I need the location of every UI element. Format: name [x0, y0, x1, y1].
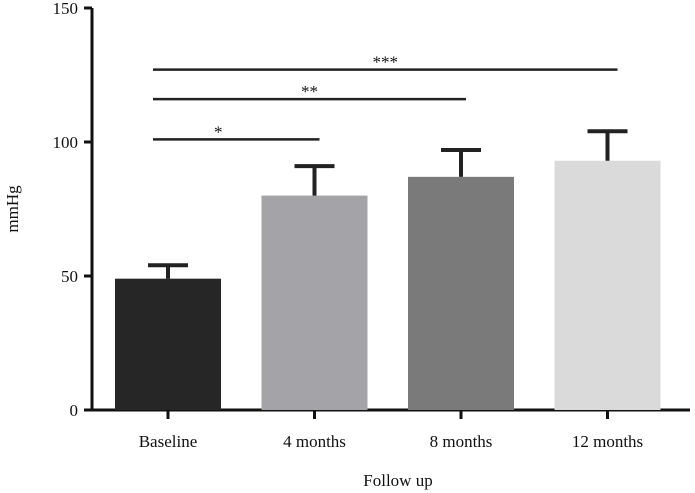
bars: [115, 160, 661, 410]
y-axis-label: mmHg: [3, 185, 22, 233]
significance-brackets: ******: [153, 53, 618, 141]
x-tick-label: Baseline: [139, 432, 198, 451]
x-tick-label: 12 months: [572, 432, 643, 451]
bar: [554, 160, 661, 410]
significance-label: ***: [373, 53, 399, 72]
significance-label: **: [301, 82, 318, 101]
error-bars: [148, 129, 628, 279]
bar: [408, 176, 514, 410]
y-tick-label: 150: [53, 0, 79, 18]
bar: [115, 278, 221, 410]
x-tick-label: 8 months: [430, 432, 493, 451]
bar: [261, 195, 368, 410]
y-tick-label: 100: [53, 133, 79, 152]
y-axis: 0 50 100 150: [53, 0, 94, 420]
y-tick-label: 50: [61, 267, 78, 286]
y-tick-label: 0: [70, 401, 79, 420]
x-axis: Baseline 4 months 8 months 12 months: [92, 408, 690, 451]
significance-label: *: [214, 122, 223, 141]
x-axis-label: Follow up: [363, 471, 432, 490]
x-tick-label: 4 months: [283, 432, 346, 451]
